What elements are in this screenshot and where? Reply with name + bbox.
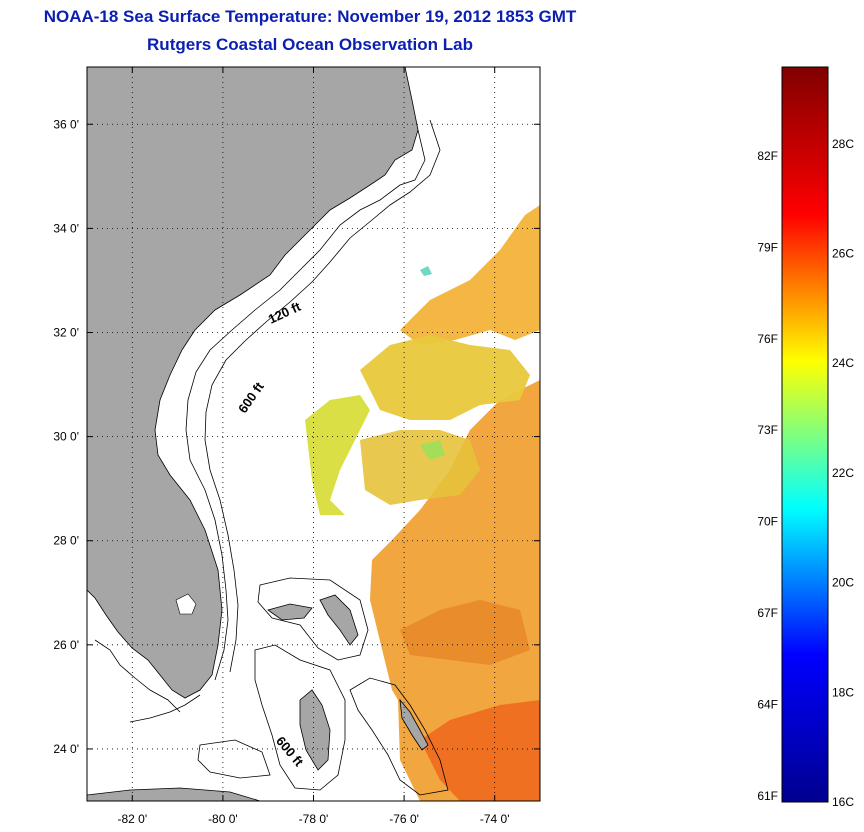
colorbar-f-label: 70F: [757, 515, 778, 529]
contour-keys-shelf: [94, 639, 181, 713]
colorbar-celsius-labels: 28C 26C 24C 22C 20C 18C 16C: [832, 137, 854, 809]
colorbar-c-label: 18C: [832, 685, 854, 699]
florida-keys: [129, 694, 201, 723]
lake-okeechobee: [175, 593, 197, 615]
map-grid: [87, 67, 540, 801]
sst-swath: [305, 205, 540, 801]
contour-600ft: [204, 119, 441, 673]
contour-bahamas-north: [257, 577, 369, 661]
sst-swath-mid: [360, 335, 530, 420]
lat-tick-label: 24 0': [53, 742, 79, 756]
colorbar: [781, 66, 829, 803]
sst-warm-south: [420, 700, 540, 801]
lat-tick-label: 28 0': [53, 534, 79, 548]
lon-tick-label: -74 0': [480, 812, 510, 826]
colorbar-f-label: 79F: [757, 240, 778, 254]
colorbar-c-label: 28C: [832, 137, 854, 151]
land: [87, 67, 429, 801]
sst-cyan-patch: [420, 266, 432, 276]
bathymetry-contours: [94, 119, 449, 796]
colorbar-f-label: 76F: [757, 332, 778, 346]
contour-120ft: [185, 129, 426, 681]
lat-tick-label: 32 0': [53, 325, 79, 339]
lon-tick-label: -76 0': [389, 812, 419, 826]
lat-tick-label: 36 0': [53, 117, 79, 131]
sst-swath-center: [360, 430, 480, 505]
lon-tick-label: -80 0': [208, 812, 238, 826]
map-subtitle: Rutgers Coastal Ocean Observation Lab: [147, 35, 473, 54]
colorbar-c-label: 22C: [832, 466, 854, 480]
sst-green-patch: [420, 440, 445, 460]
longitude-axis: -82 0' -80 0' -78 0' -76 0' -74 0': [117, 67, 510, 826]
lat-tick-label: 26 0': [53, 638, 79, 652]
colorbar-c-label: 20C: [832, 576, 854, 590]
sst-warm-patch: [400, 600, 530, 665]
colorbar-c-label: 24C: [832, 356, 854, 370]
colorbar-f-label: 73F: [757, 423, 778, 437]
lon-tick-label: -82 0': [117, 812, 147, 826]
abaco-island: [319, 594, 359, 646]
eleuthera: [399, 698, 429, 751]
sst-swath-west: [305, 395, 370, 515]
colorbar-f-label: 64F: [757, 697, 778, 711]
colorbar-c-label: 26C: [832, 246, 854, 260]
andros-island: [299, 689, 331, 771]
lon-tick-label: -78 0': [299, 812, 329, 826]
grand-bahama: [267, 603, 313, 621]
lat-tick-label: 30 0': [53, 430, 79, 444]
contour-cuba-shelf: [197, 739, 271, 779]
map-title: NOAA-18 Sea Surface Temperature: Novembe…: [43, 7, 577, 26]
colorbar-f-label: 82F: [757, 149, 778, 163]
colorbar-f-label: 61F: [757, 789, 778, 803]
lat-tick-label: 34 0': [53, 221, 79, 235]
contour-bahamas-east: [349, 677, 449, 796]
cuba: [87, 787, 261, 801]
colorbar-f-label: 67F: [757, 606, 778, 620]
us-mainland: [87, 67, 419, 699]
sst-swath-upper: [400, 205, 540, 345]
colorbar-c-label: 16C: [832, 795, 854, 809]
colorbar-fahrenheit-labels: 82F 79F 76F 73F 70F 67F 64F 61F: [757, 149, 778, 803]
latitude-axis: 36 0' 34 0' 32 0' 30 0' 28 0' 26 0' 24 0': [53, 117, 540, 756]
sst-swath-main: [370, 380, 540, 801]
contour-bahamas-central: [254, 644, 346, 791]
